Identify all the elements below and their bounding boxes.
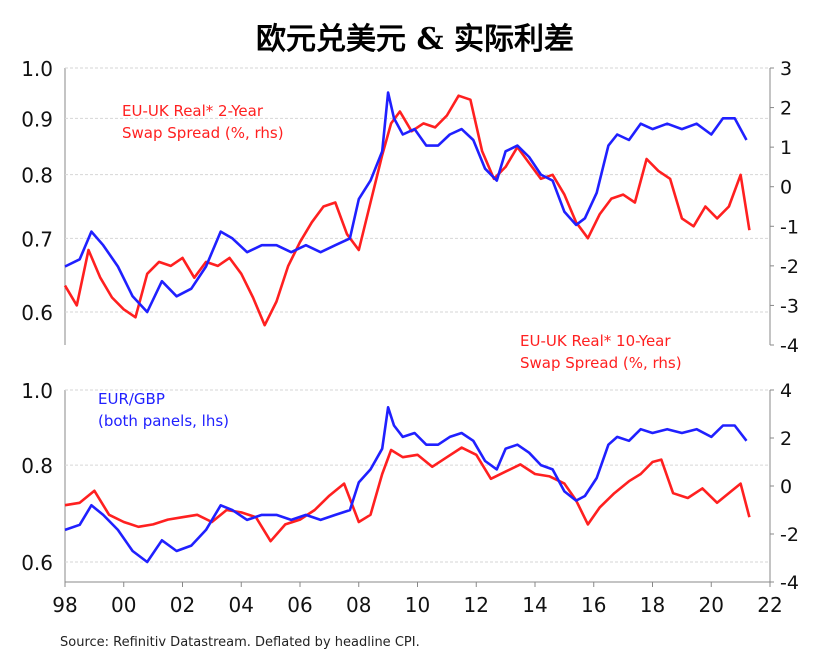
source-note: Source: Refinitiv Datastream. Deflated b…	[60, 635, 420, 650]
left-tick-label: 0.8	[21, 454, 53, 478]
x-tick-label: 18	[640, 593, 665, 617]
legend-2y-line1: EU-UK Real* 2-Year	[122, 102, 263, 120]
right-tick-label: 0	[780, 177, 792, 199]
x-tick-label: 08	[346, 593, 371, 617]
x-tick-label: 98	[52, 593, 77, 617]
right-tick-label: 3	[780, 58, 792, 80]
legend-eurgbp: EUR/GBP (both panels, lhs)	[98, 388, 229, 432]
legend-eurgbp-line1: EUR/GBP	[98, 390, 165, 408]
right-tick-label: -2	[780, 524, 799, 546]
left-tick-label: 0.6	[21, 551, 53, 575]
left-tick-label: 0.9	[21, 107, 53, 131]
x-tick-label: 00	[111, 593, 136, 617]
x-tick-label: 06	[287, 593, 312, 617]
eurgbp-series-line	[64, 91, 748, 314]
left-tick-label: 0.7	[21, 227, 53, 251]
right-tick-label: -4	[780, 572, 799, 594]
left-tick-label: 1.0	[21, 57, 53, 81]
x-tick-label: 02	[170, 593, 195, 617]
right-tick-label: 1	[780, 137, 792, 159]
legend-10y-line1: EU-UK Real* 10-Year	[520, 332, 671, 350]
x-tick-label: 20	[699, 593, 724, 617]
spread-series-line	[63, 94, 751, 327]
left-tick-label: 1.0	[21, 379, 53, 403]
x-tick-label: 14	[522, 593, 547, 617]
x-tick-label: 04	[229, 593, 254, 617]
right-tick-label: -2	[780, 256, 799, 278]
right-tick-label: -1	[780, 216, 799, 238]
x-tick-label: 10	[405, 593, 430, 617]
legend-eurgbp-line2: (both panels, lhs)	[98, 412, 230, 430]
spread-series-line	[64, 446, 751, 543]
right-tick-label: 0	[780, 476, 792, 498]
legend-2y-spread: EU-UK Real* 2-Year Swap Spread (%, rhs)	[122, 100, 284, 144]
eurgbp-series-line	[64, 405, 748, 564]
left-tick-label: 0.8	[21, 164, 53, 188]
left-tick-label: 0.6	[21, 301, 53, 325]
x-tick-label: 12	[464, 593, 489, 617]
x-tick-label: 16	[581, 593, 606, 617]
chart-title: 欧元兑美元 & 实际利差	[256, 22, 574, 57]
legend-2y-line2: Swap Spread (%, rhs)	[122, 124, 284, 142]
right-tick-label: -3	[780, 295, 799, 317]
legend-10y-line2: Swap Spread (%, rhs)	[520, 354, 682, 372]
right-tick-label: 4	[780, 380, 792, 402]
right-tick-label: 2	[780, 428, 792, 450]
x-tick-label: 22	[757, 593, 782, 617]
legend-10y-spread: EU-UK Real* 10-Year Swap Spread (%, rhs)	[520, 330, 682, 374]
right-tick-label: 2	[780, 98, 792, 120]
right-tick-label: -4	[780, 335, 799, 357]
